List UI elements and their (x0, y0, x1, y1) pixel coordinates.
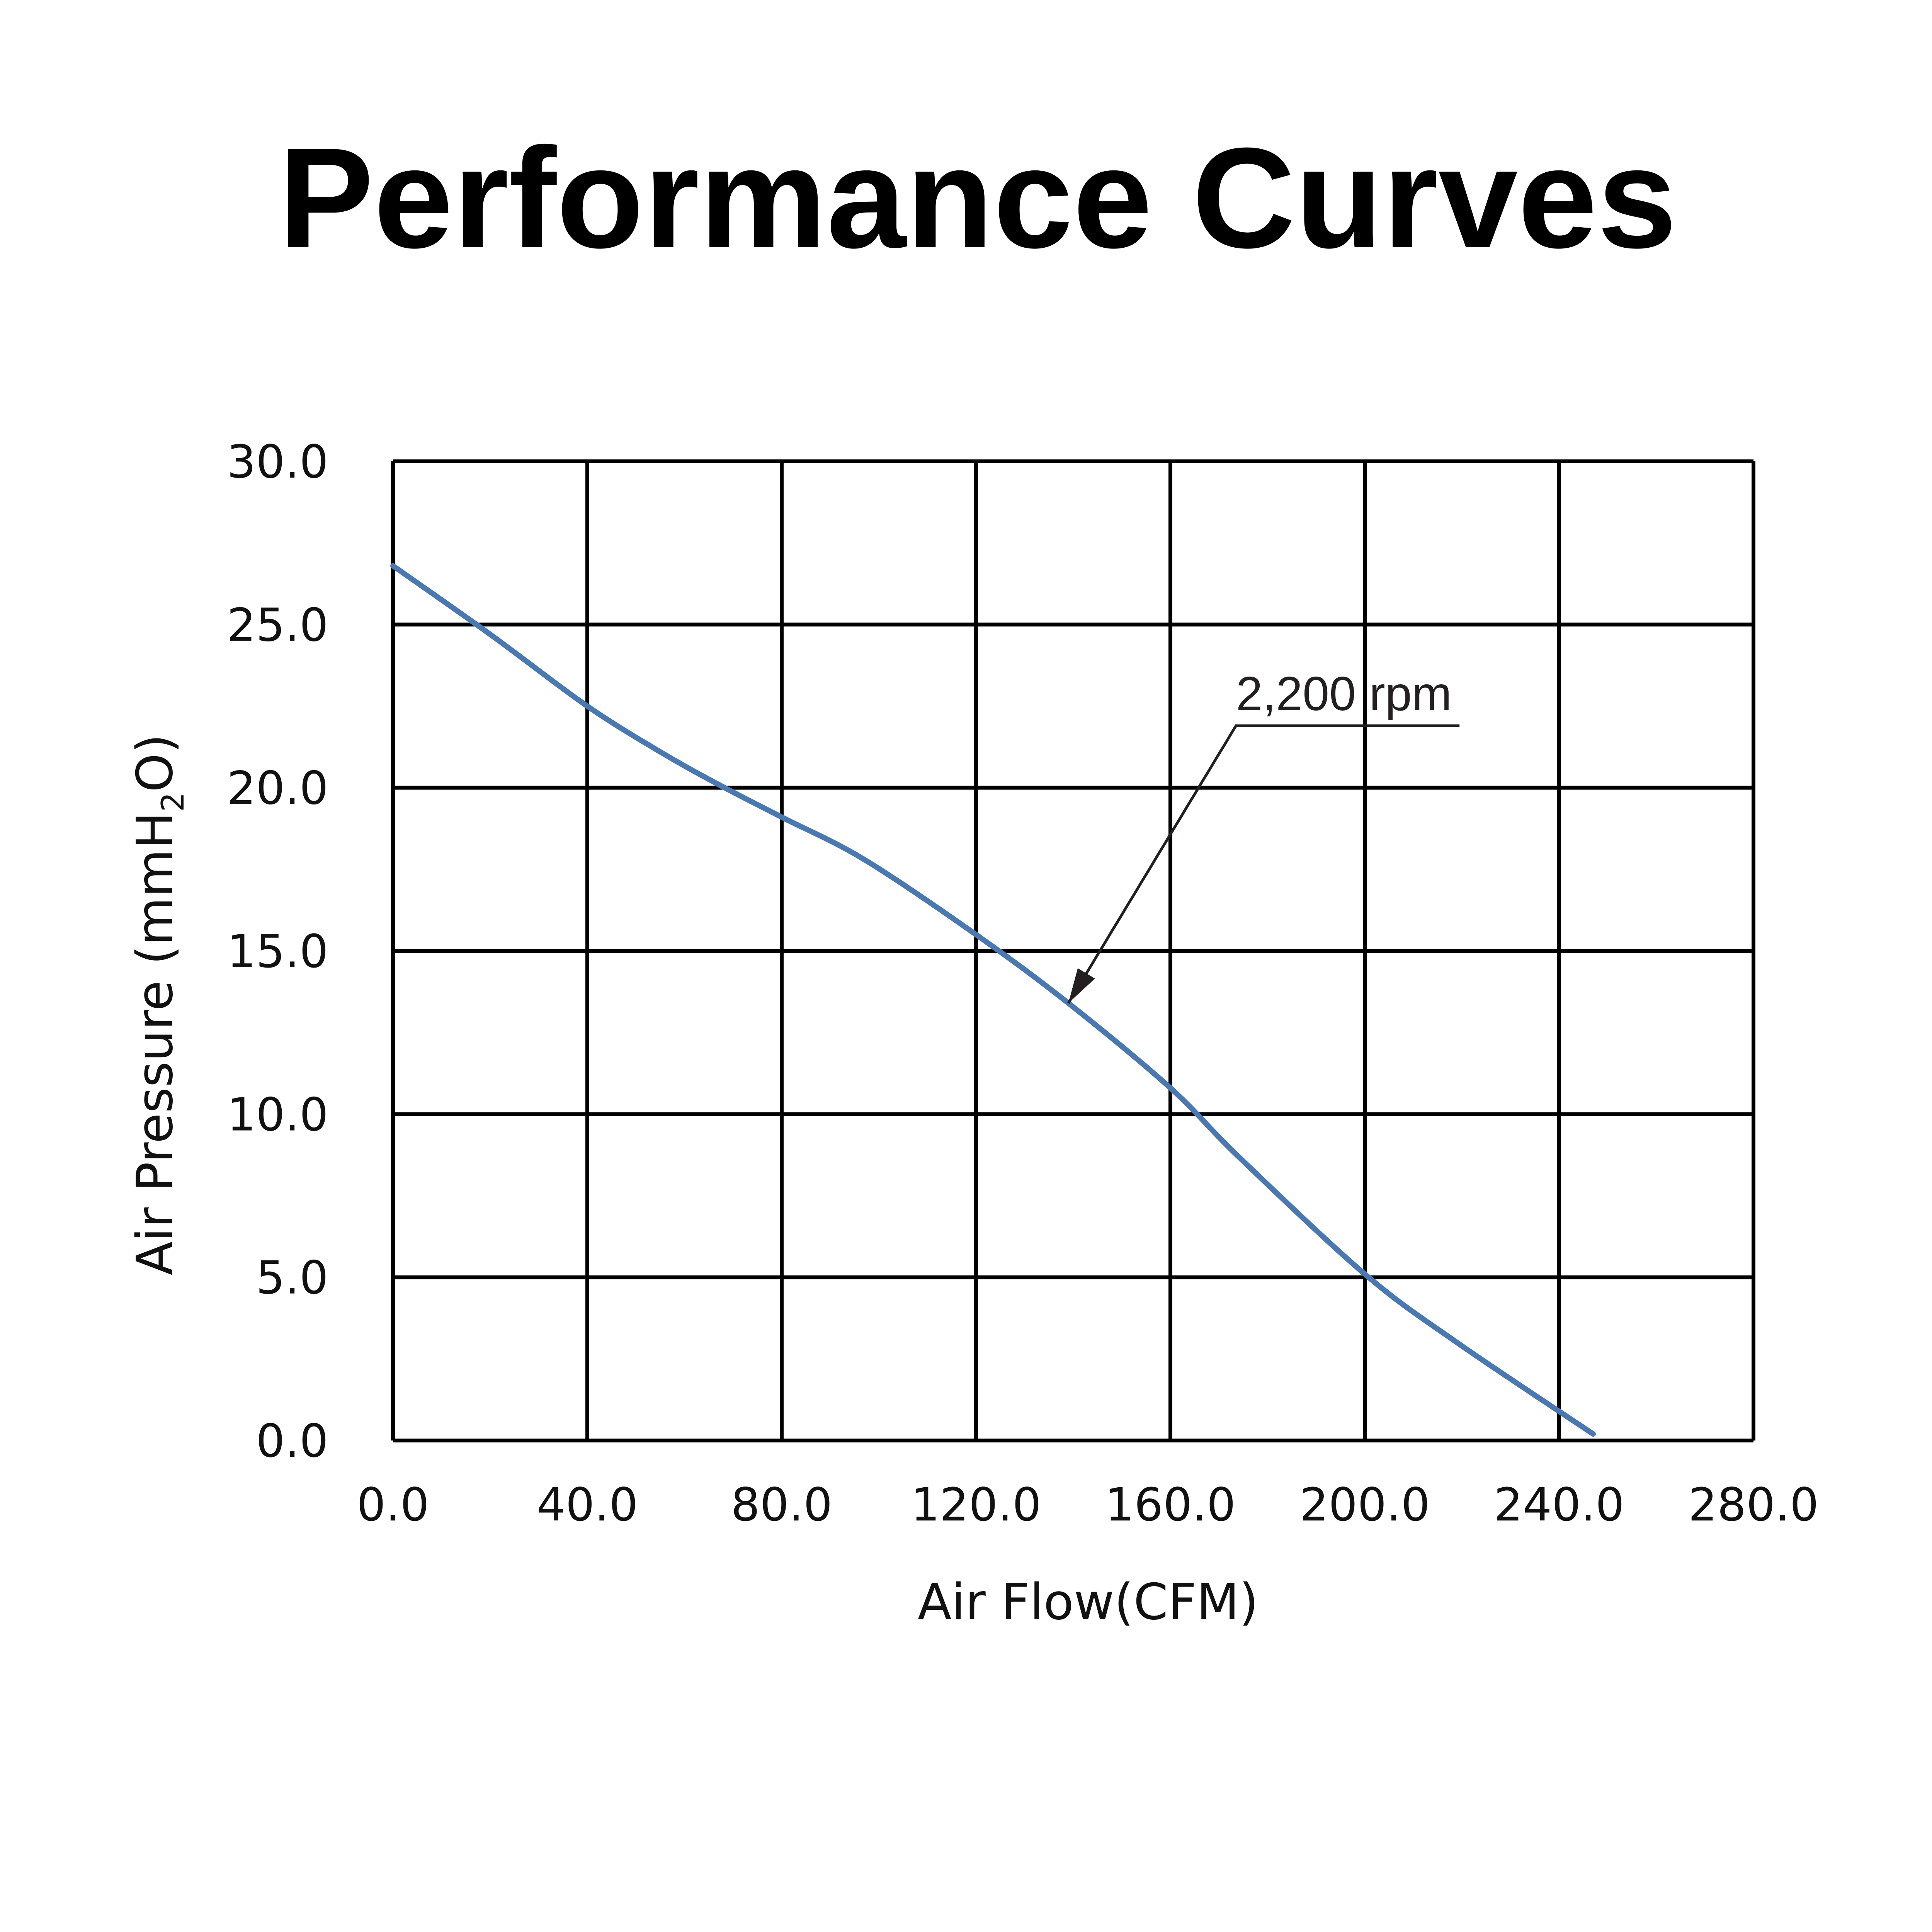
annotation-label: 2,200 rpm (1236, 667, 1452, 721)
y-tick-label: 0.0 (256, 1414, 328, 1468)
y-tick-label: 10.0 (227, 1088, 328, 1141)
annotation-leader-line (1067, 724, 1460, 1004)
series-line (390, 563, 1596, 1437)
x-tick-label: 40.0 (537, 1478, 638, 1531)
series-layer (390, 563, 1596, 1437)
y-axis-label: Air Pressure (mmH2O) (126, 734, 191, 1276)
x-tick-label: 120.0 (911, 1478, 1041, 1531)
x-axis-label: Air Flow(CFM) (918, 1573, 1259, 1631)
y-tick-labels: 0.0 5.0 10.0 15.0 20.0 25.0 30.0 (227, 435, 328, 1468)
x-tick-labels: 0.0 40.0 80.0 120.0 160.0 200.0 240.0 280.0 (357, 1478, 1819, 1531)
chart-title: Performance Curves (278, 118, 1677, 278)
annotations: 2,200 rpm (1067, 667, 1460, 1004)
y-tick-label: 15.0 (227, 925, 328, 978)
x-tick-label: 240.0 (1494, 1478, 1624, 1531)
x-tick-label: 160.0 (1105, 1478, 1236, 1531)
y-axis-label-sub: 2 (155, 792, 191, 812)
x-tick-label: 200.0 (1299, 1478, 1430, 1531)
x-tick-label: 0.0 (357, 1478, 429, 1531)
x-tick-label: 280.0 (1688, 1478, 1819, 1531)
grid (391, 459, 1755, 1442)
y-tick-label: 30.0 (227, 435, 328, 488)
y-tick-label: 5.0 (256, 1251, 328, 1304)
y-tick-label: 20.0 (227, 762, 328, 815)
y-axis-label-prefix: Air Pressure (mmH (126, 812, 184, 1275)
y-tick-label: 25.0 (227, 598, 328, 651)
y-axis-label-suffix: O) (126, 734, 184, 793)
annotation-arrowhead-icon (1068, 968, 1095, 1003)
x-tick-label: 80.0 (731, 1478, 833, 1531)
